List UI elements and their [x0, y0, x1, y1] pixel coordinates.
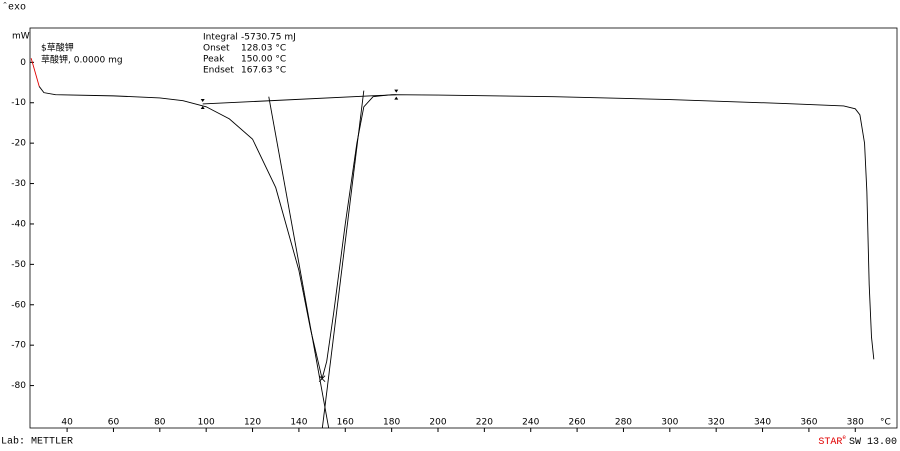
- x-tick-label: 300: [661, 418, 678, 428]
- y-tick-label: -10: [11, 98, 26, 108]
- curve: [321, 90, 365, 428]
- result-label: Peak: [203, 55, 225, 65]
- x-unit: °C: [880, 418, 891, 428]
- result-label: Onset: [203, 44, 230, 54]
- annotation: $草酸钾: [41, 42, 74, 54]
- y-tick-label: -50: [11, 260, 26, 270]
- x-tick-label: 240: [522, 418, 539, 428]
- limit-marker: [394, 89, 399, 100]
- y-tick-label: -20: [11, 139, 26, 149]
- peak-marker: [318, 375, 326, 382]
- x-tick-label: 360: [800, 418, 817, 428]
- x-tick-label: 180: [383, 418, 400, 428]
- y-tick-label: -70: [11, 341, 26, 351]
- software-version: SW 13.00: [849, 437, 897, 448]
- x-tick-label: 200: [429, 418, 446, 428]
- y-tick-label: -80: [11, 381, 26, 391]
- software-name: STAR: [818, 437, 842, 448]
- x-tick-label: 380: [847, 418, 864, 428]
- curve: [202, 94, 397, 105]
- x-tick-label: 120: [244, 418, 261, 428]
- x-tick-label: 100: [198, 418, 215, 428]
- x-tick-label: 340: [754, 418, 771, 428]
- y-axis-label: mW: [12, 32, 30, 42]
- y-tick-label: 0: [20, 58, 26, 68]
- x-tick-label: 320: [708, 418, 725, 428]
- x-tick-label: 260: [568, 418, 585, 428]
- x-tick-label: 160: [337, 418, 354, 428]
- y-tick-label: -30: [11, 179, 26, 189]
- x-tick-label: 280: [615, 418, 632, 428]
- result-value: -5730.75 mJ: [241, 33, 296, 43]
- footer-lab: Lab: METTLER: [1, 436, 73, 448]
- plot-frame: [29, 27, 898, 429]
- y-tick-label: -40: [11, 219, 26, 229]
- result-value: 167.63 °C: [241, 66, 286, 76]
- result-label: Endset: [203, 66, 234, 76]
- result-value: 150.00 °C: [241, 55, 286, 65]
- x-tick-label: 60: [108, 418, 120, 428]
- x-tick-label: 140: [290, 418, 307, 428]
- annotation: 草酸钾, 0.0000 mg: [41, 54, 123, 66]
- x-tick-label: 220: [476, 418, 493, 428]
- software-sup: e: [842, 434, 846, 441]
- x-tick-label: 80: [154, 418, 166, 428]
- y-tick-label: -60: [11, 300, 26, 310]
- software: STARe SW 13.00: [818, 434, 897, 448]
- result-label: Integral: [203, 33, 238, 43]
- limit-marker: [200, 98, 205, 109]
- exo-label: ˆexo: [2, 1, 26, 14]
- x-tick-label: 40: [61, 418, 73, 428]
- curve: [268, 96, 330, 428]
- curve: [38, 86, 875, 379]
- curve: [30, 58, 40, 87]
- result-value: 128.03 °C: [241, 44, 286, 54]
